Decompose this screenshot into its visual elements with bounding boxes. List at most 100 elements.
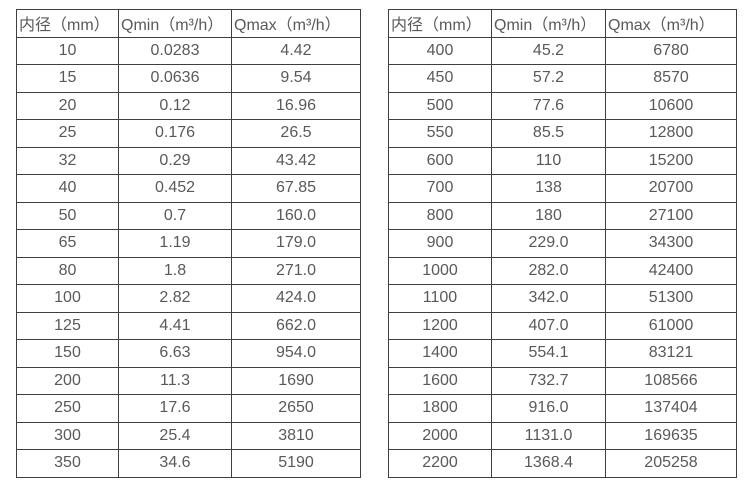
table-cell: 12800	[605, 119, 737, 148]
table-cell: 8570	[605, 64, 737, 93]
table-cell: 15200	[605, 146, 737, 175]
table-cell: 1.19	[118, 229, 232, 258]
table-row: 80 1.8 271.0	[16, 256, 361, 285]
table-cell: 34.6	[118, 449, 232, 478]
table-cell: 5190	[231, 449, 361, 478]
table-row: 15 0.0636 9.54	[16, 64, 361, 93]
table-cell: 40	[16, 174, 119, 203]
table-cell: 15	[16, 64, 119, 93]
table-cell: 0.176	[118, 119, 232, 148]
table-cell: 1100	[388, 284, 492, 313]
table-row: 600 110 15200	[388, 146, 737, 175]
table-row: 1600 732.7 108566	[388, 366, 737, 395]
table-cell: 77.6	[491, 91, 606, 120]
table-row: 1200 407.0 61000	[388, 311, 737, 340]
table-cell: 700	[388, 174, 492, 203]
table-row: 1100 342.0 51300	[388, 284, 737, 313]
table-cell: 600	[388, 146, 492, 175]
table-cell: 25	[16, 119, 119, 148]
table-cell: 2.82	[118, 284, 232, 313]
table-cell: 169635	[605, 421, 737, 450]
table-row: 32 0.29 43.42	[16, 146, 361, 175]
table-cell: 450	[388, 64, 492, 93]
table-row: 500 77.6 10600	[388, 91, 737, 120]
table-row: 1000 282.0 42400	[388, 256, 737, 285]
table-row: 40 0.452 67.85	[16, 174, 361, 203]
table-cell: 1131.0	[491, 421, 606, 450]
table-cell: 11.3	[118, 366, 232, 395]
table-cell: 1690	[231, 366, 361, 395]
table-cell: 900	[388, 229, 492, 258]
table-cell: 6.63	[118, 339, 232, 368]
table-row: 1800 916.0 137404	[388, 394, 737, 423]
table-cell: 25.4	[118, 421, 232, 450]
table-cell: 45.2	[491, 36, 606, 65]
table-cell: 342.0	[491, 284, 606, 313]
table-cell: 1400	[388, 339, 492, 368]
table-cell: 0.7	[118, 201, 232, 230]
header-cell-qmax: Qmax（m³/h）	[231, 9, 361, 38]
table-cell: 43.42	[231, 146, 361, 175]
header-cell-diameter: 内径（mm）	[16, 9, 119, 38]
table-cell: 10600	[605, 91, 737, 120]
table-cell: 205258	[605, 449, 737, 478]
flow-table-left-container: 内径（mm） Qmin（m³/h） Qmax（m³/h） 10 0.0283 4.4…	[16, 9, 361, 478]
table-cell: 800	[388, 201, 492, 230]
table-cell: 1000	[388, 256, 492, 285]
table-cell: 27100	[605, 201, 737, 230]
table-row: 2200 1368.4 205258	[388, 449, 737, 478]
table-cell: 100	[16, 284, 119, 313]
table-cell: 2650	[231, 394, 361, 423]
table-cell: 550	[388, 119, 492, 148]
table-cell: 1600	[388, 366, 492, 395]
table-cell: 150	[16, 339, 119, 368]
table-header: 内径（mm） Qmin（m³/h） Qmax（m³/h）	[388, 9, 737, 38]
table-row: 550 85.5 12800	[388, 119, 737, 148]
table-cell: 17.6	[118, 394, 232, 423]
table-row: 350 34.6 5190	[16, 449, 361, 478]
table-cell: 10	[16, 36, 119, 65]
table-row: 2000 1131.0 169635	[388, 421, 737, 450]
table-cell: 4.41	[118, 311, 232, 340]
table-cell: 732.7	[491, 366, 606, 395]
table-row: 900 229.0 34300	[388, 229, 737, 258]
table-row: 100 2.82 424.0	[16, 284, 361, 313]
table-cell: 9.54	[231, 64, 361, 93]
table-cell: 0.0283	[118, 36, 232, 65]
table-cell: 407.0	[491, 311, 606, 340]
table-cell: 0.29	[118, 146, 232, 175]
table-cell: 67.85	[231, 174, 361, 203]
table-cell: 61000	[605, 311, 737, 340]
table-cell: 954.0	[231, 339, 361, 368]
table-cell: 16.96	[231, 91, 361, 120]
table-cell: 1800	[388, 394, 492, 423]
table-cell: 1.8	[118, 256, 232, 285]
table-cell: 0.12	[118, 91, 232, 120]
table-header: 内径（mm） Qmin（m³/h） Qmax（m³/h）	[16, 9, 361, 38]
table-row: 700 138 20700	[388, 174, 737, 203]
table-cell: 85.5	[491, 119, 606, 148]
table-cell: 500	[388, 91, 492, 120]
table-cell: 2200	[388, 449, 492, 478]
table-cell: 0.452	[118, 174, 232, 203]
table-row: 25 0.176 26.5	[16, 119, 361, 148]
table-cell: 300	[16, 421, 119, 450]
table-cell: 125	[16, 311, 119, 340]
table-cell: 42400	[605, 256, 737, 285]
table-cell: 179.0	[231, 229, 361, 258]
table-cell: 65	[16, 229, 119, 258]
table-cell: 282.0	[491, 256, 606, 285]
table-cell: 50	[16, 201, 119, 230]
table-row: 50 0.7 160.0	[16, 201, 361, 230]
table-cell: 20	[16, 91, 119, 120]
table-cell: 350	[16, 449, 119, 478]
header-row: 内径（mm） Qmin（m³/h） Qmax（m³/h）	[16, 9, 361, 38]
table-cell: 32	[16, 146, 119, 175]
table-cell: 1368.4	[491, 449, 606, 478]
table-cell: 250	[16, 394, 119, 423]
table-cell: 83121	[605, 339, 737, 368]
table-cell: 1200	[388, 311, 492, 340]
flow-table-right-container: 内径（mm） Qmin（m³/h） Qmax（m³/h） 400 45.2 6780…	[388, 9, 737, 478]
table-cell: 160.0	[231, 201, 361, 230]
table-body: 10 0.0283 4.42 15 0.0636 9.54 20 0.12 16.96 25 0.1…	[16, 36, 361, 478]
